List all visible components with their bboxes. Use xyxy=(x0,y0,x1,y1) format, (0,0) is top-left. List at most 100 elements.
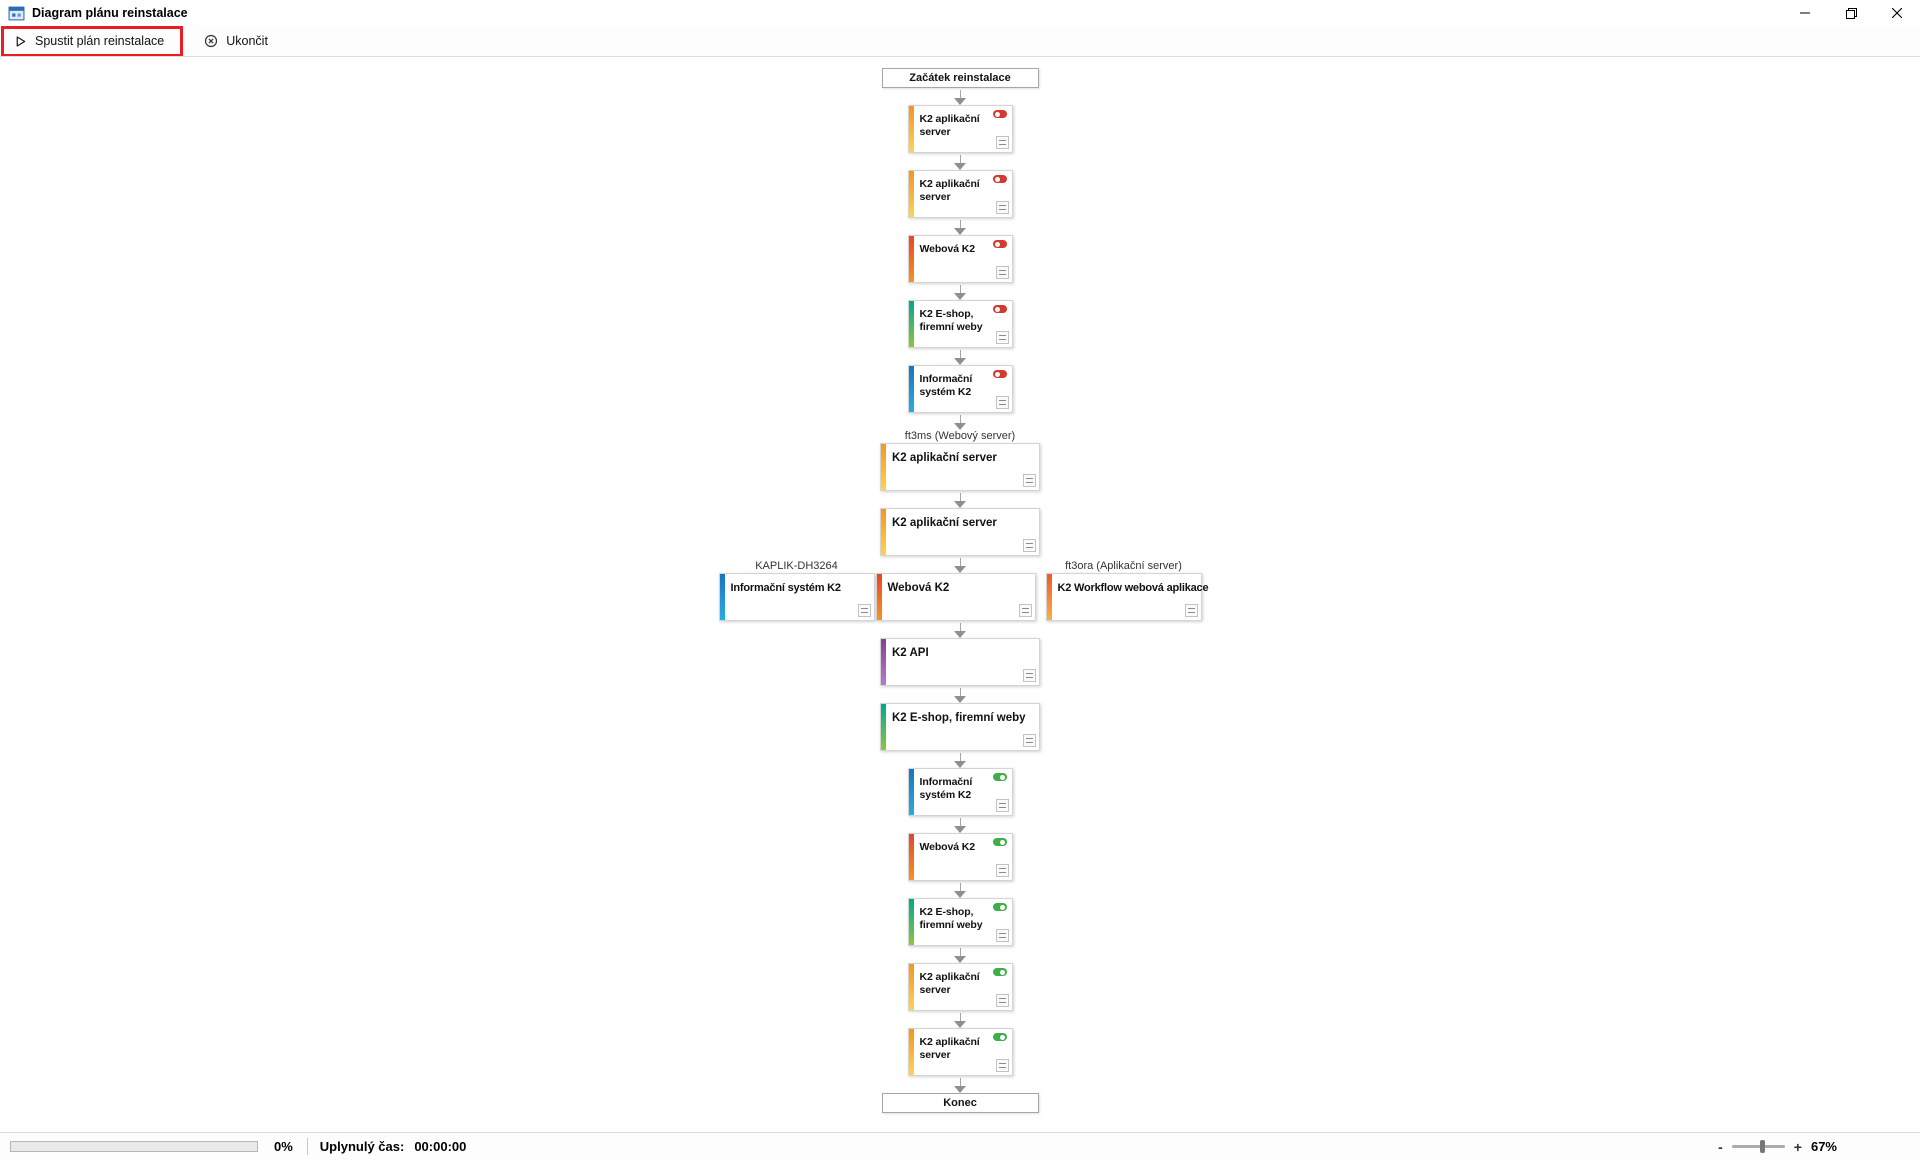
card-settings-icon[interactable] xyxy=(1023,734,1036,747)
diagram-card[interactable]: Informační systém K2 xyxy=(907,365,1013,413)
toggle-off-icon[interactable] xyxy=(992,240,1007,248)
flow-arrow-down-icon xyxy=(948,283,972,300)
arrow-stem xyxy=(959,90,961,98)
diagram-card[interactable]: K2 aplikační server xyxy=(907,105,1013,153)
card-title: Informační systém K2 xyxy=(919,373,973,399)
card-settings-icon[interactable] xyxy=(995,331,1009,344)
exit-button[interactable]: Ukončit xyxy=(194,28,284,55)
flow-arrow-down-icon xyxy=(948,946,972,963)
card-color-stripe xyxy=(908,366,914,412)
settings-glyph xyxy=(998,140,1006,145)
card-settings-icon[interactable] xyxy=(1184,604,1198,617)
toggle-on-icon[interactable] xyxy=(992,1033,1007,1041)
diagram-card[interactable]: K2 aplikační server xyxy=(880,508,1040,556)
statusbar-separator xyxy=(306,1138,308,1155)
settings-glyph xyxy=(998,335,1006,340)
close-button[interactable] xyxy=(1874,0,1920,26)
diagram-terminal: Konec xyxy=(881,1093,1039,1113)
diagram-card[interactable]: K2 E-shop, firemní weby xyxy=(880,703,1040,751)
card-settings-icon[interactable] xyxy=(857,604,871,617)
diagram-card[interactable]: Webová K2 xyxy=(875,573,1036,621)
card-settings-icon[interactable] xyxy=(995,864,1009,877)
play-icon xyxy=(14,35,27,48)
settings-glyph xyxy=(860,608,868,613)
flow-arrow-down-icon xyxy=(948,686,972,703)
toggle-knob xyxy=(999,839,1005,845)
card-settings-icon[interactable] xyxy=(1023,669,1036,682)
card-title: K2 aplikační server xyxy=(919,178,980,204)
card-settings-icon[interactable] xyxy=(995,1059,1009,1072)
arrow-stem xyxy=(959,1013,961,1021)
card-settings-icon[interactable] xyxy=(995,929,1009,942)
diagram-card[interactable]: K2 aplikační server xyxy=(907,963,1013,1011)
arrow-head xyxy=(954,501,966,508)
minimize-button[interactable] xyxy=(1782,0,1828,26)
diagram-card[interactable]: K2 API xyxy=(880,638,1040,686)
arrow-stem xyxy=(959,415,961,423)
settings-glyph xyxy=(998,400,1006,405)
flow-arrow-down-icon xyxy=(948,218,972,235)
toggle-off-icon[interactable] xyxy=(992,110,1007,118)
card-settings-icon[interactable] xyxy=(995,136,1009,149)
reinstall-plan-diagram: Začátek reinstalace K2 aplikační server K2… xyxy=(0,57,1920,1113)
diagram-card[interactable]: Informační systém K2 xyxy=(907,768,1013,816)
flow-arrow-down-icon xyxy=(948,413,972,430)
diagram-card[interactable]: K2 Workflow webová aplikace xyxy=(1045,573,1209,621)
card-settings-icon[interactable] xyxy=(995,396,1009,409)
card-settings-icon[interactable] xyxy=(995,994,1009,1007)
diagram-card[interactable]: Informační systém K2 xyxy=(718,573,875,621)
toggle-on-icon[interactable] xyxy=(992,903,1007,911)
run-plan-button[interactable]: Spustit plán reinstalace xyxy=(1,25,184,57)
toolbar: Spustit plán reinstalace Ukončit xyxy=(0,25,1920,57)
settings-glyph xyxy=(998,205,1006,210)
settings-glyph xyxy=(998,998,1006,1003)
toggle-off-icon[interactable] xyxy=(992,370,1007,378)
card-settings-icon[interactable] xyxy=(1023,474,1036,487)
status-bar: 0% Uplynulý čas: 00:00:00 - + 67% xyxy=(0,1133,1920,1160)
flow-arrow-down-icon xyxy=(948,751,972,768)
zoom-slider[interactable] xyxy=(1731,1140,1785,1153)
toggle-off-icon[interactable] xyxy=(992,305,1007,313)
flow-arrow-down-icon xyxy=(948,153,972,170)
card-title: K2 aplikační server xyxy=(892,517,997,529)
card-settings-icon[interactable] xyxy=(1018,604,1032,617)
arrow-stem xyxy=(959,753,961,761)
card-settings-icon[interactable] xyxy=(995,799,1009,812)
card-color-stripe xyxy=(908,236,914,282)
card-color-stripe xyxy=(719,574,725,620)
arrow-head xyxy=(954,826,966,833)
diagram-card[interactable]: K2 E-shop, firemní weby xyxy=(907,898,1013,946)
flow-arrow-down-icon xyxy=(948,491,972,508)
toggle-on-icon[interactable] xyxy=(992,838,1007,846)
diagram-card[interactable]: Webová K2 xyxy=(907,235,1013,283)
card-settings-icon[interactable] xyxy=(995,266,1009,279)
card-settings-icon[interactable] xyxy=(995,201,1009,214)
arrow-stem xyxy=(959,285,961,293)
settings-glyph xyxy=(1021,608,1029,613)
maximize-restore-button[interactable] xyxy=(1828,0,1874,26)
flow-arrow-down-icon xyxy=(948,816,972,833)
arrow-head xyxy=(954,631,966,638)
diagram-card[interactable]: K2 aplikační server xyxy=(907,1028,1013,1076)
toggle-knob xyxy=(994,371,1000,377)
toggle-on-icon[interactable] xyxy=(992,968,1007,976)
diagram-card[interactable]: K2 aplikační server xyxy=(880,443,1040,491)
card-title: Webová K2 xyxy=(919,841,976,853)
toggle-on-icon[interactable] xyxy=(992,773,1007,781)
arrow-head xyxy=(954,423,966,430)
zoom-out-button[interactable]: - xyxy=(1718,1138,1723,1155)
toggle-off-icon[interactable] xyxy=(992,175,1007,183)
diagram-canvas[interactable]: Začátek reinstalace K2 aplikační server K2… xyxy=(0,56,1920,1133)
card-settings-icon[interactable] xyxy=(1023,539,1036,552)
zoom-controls: - + 67% xyxy=(1718,1139,1837,1154)
row-left-wrap: KAPLIK-DH3264 Informační systém K2 xyxy=(718,560,875,621)
diagram-card[interactable]: K2 aplikační server xyxy=(907,170,1013,218)
arrow-head xyxy=(954,566,966,573)
arrow-head xyxy=(954,696,966,703)
zoom-slider-thumb[interactable] xyxy=(1759,1140,1765,1153)
diagram-card[interactable]: K2 E-shop, firemní weby xyxy=(907,300,1013,348)
arrow-head xyxy=(954,293,966,300)
diagram-card[interactable]: Webová K2 xyxy=(907,833,1013,881)
card-title: K2 aplikační server xyxy=(919,1036,980,1062)
zoom-in-button[interactable]: + xyxy=(1793,1138,1802,1155)
